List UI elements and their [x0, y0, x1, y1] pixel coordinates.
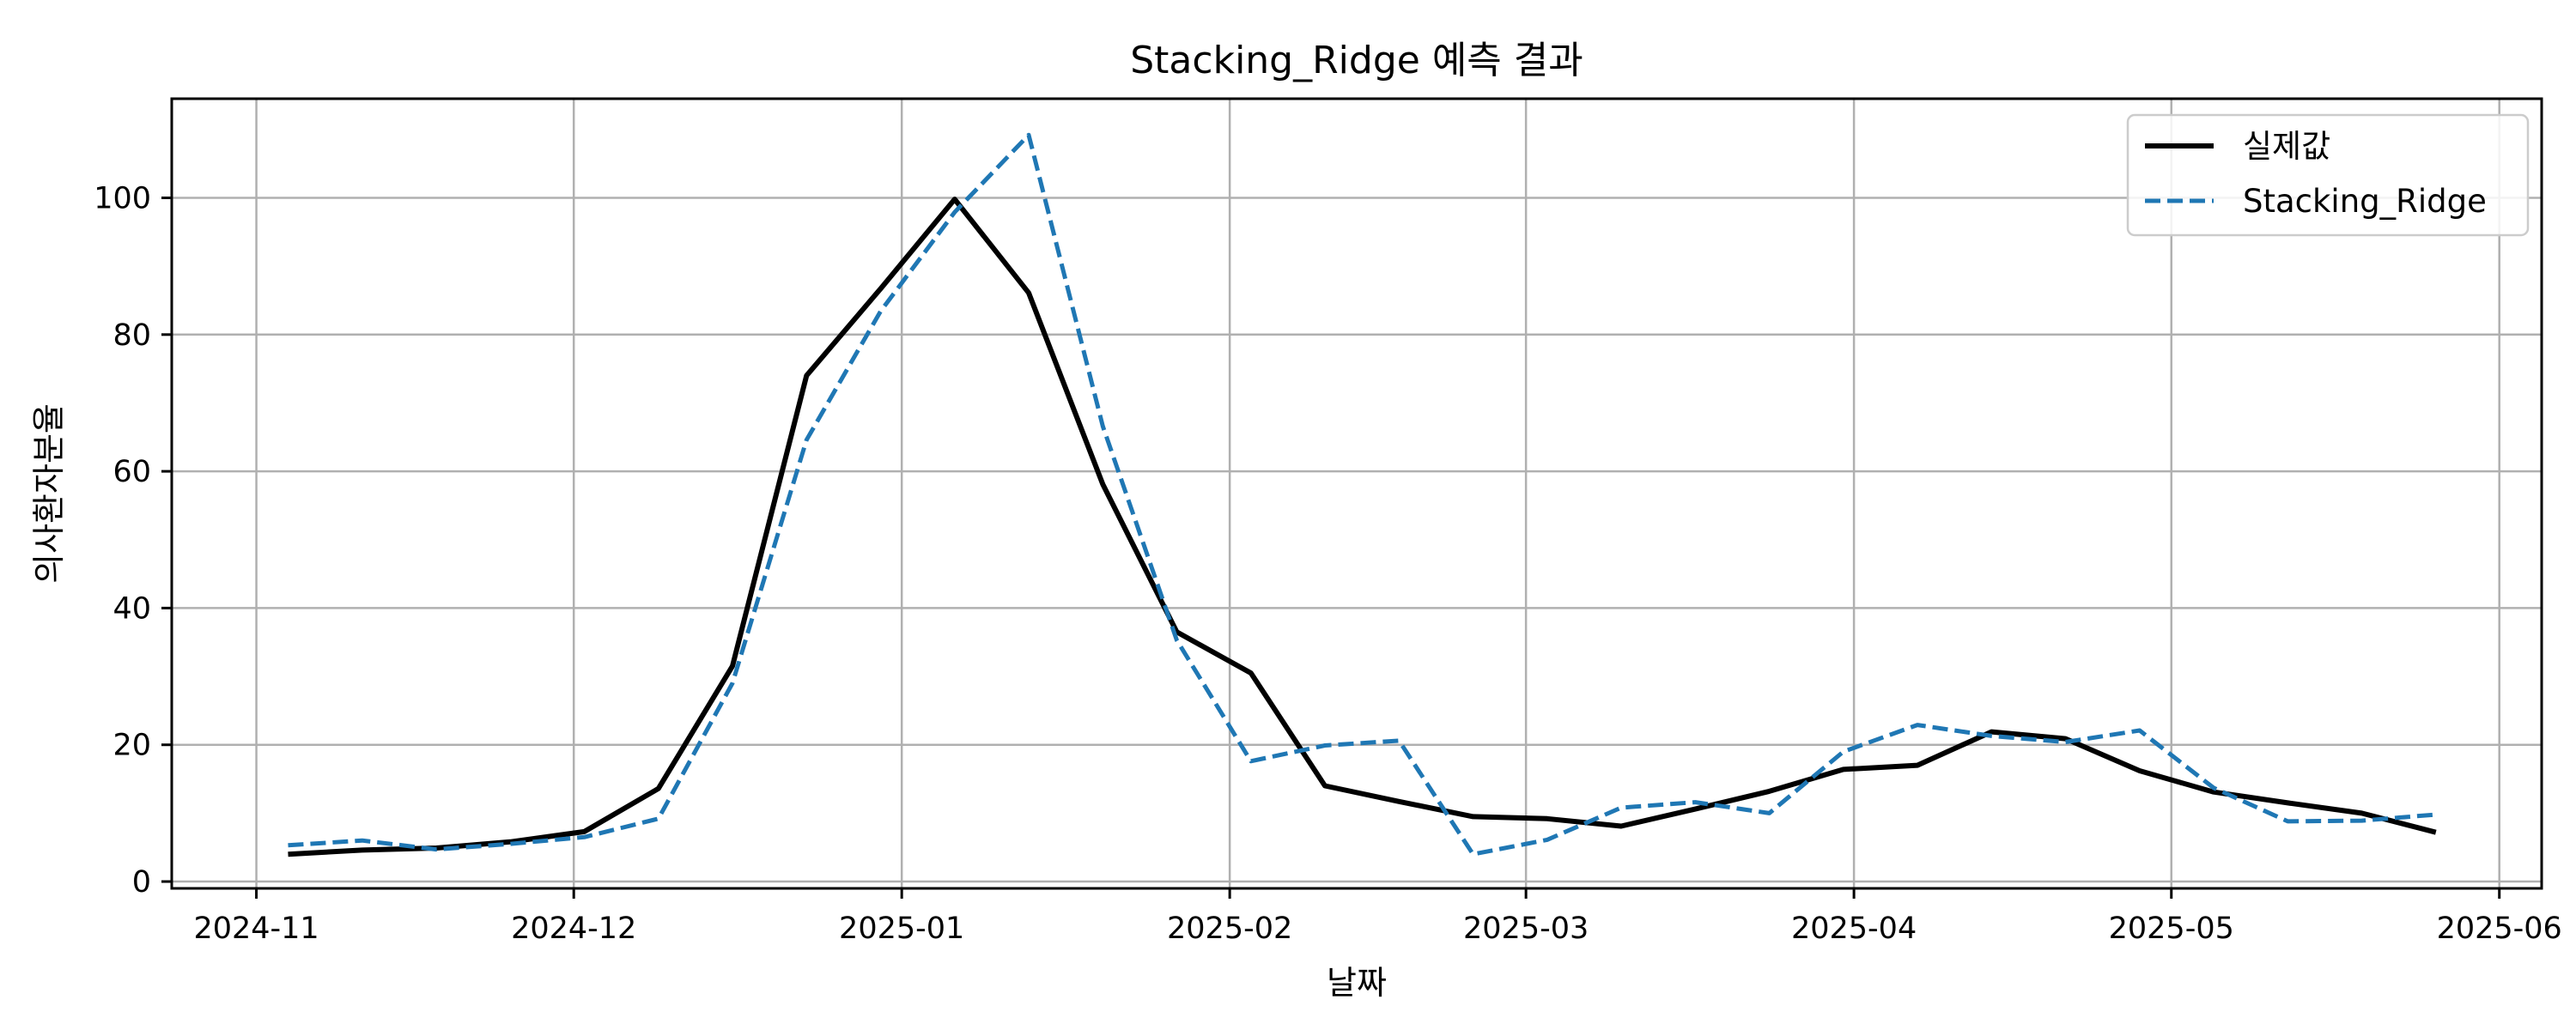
y-axis-label: 의사환자분율 [30, 403, 68, 584]
x-tick-label: 2025-03 [1463, 912, 1589, 946]
plot-frame [170, 97, 2543, 890]
x-tick-label: 2025-06 [2437, 912, 2562, 946]
y-tick-label: 0 [132, 865, 151, 900]
series-lines [288, 132, 2437, 857]
x-tick-label: 2025-05 [2109, 912, 2234, 946]
x-tick-label: 2024-11 [193, 912, 319, 946]
y-tick-label: 20 [112, 729, 151, 763]
legend: 실제값 Stacking_Ridge [2126, 113, 2530, 237]
x-tick-label: 2024-12 [511, 912, 636, 946]
legend-label-stacking-ridge: Stacking_Ridge [2243, 183, 2487, 220]
legend-box [2126, 113, 2530, 237]
series-line-stacking-ridge [288, 132, 2437, 857]
series-line-actual [288, 197, 2437, 857]
chart-title: Stacking_Ridge 예측 결과 [1130, 39, 1583, 82]
x-tick-label: 2025-02 [1167, 912, 1292, 946]
y-tick-label: 60 [112, 455, 151, 489]
legend-label-actual: 실제값 [2243, 128, 2330, 165]
x-axis-label: 날짜 [1327, 964, 1387, 1002]
x-tick-label: 2025-04 [1791, 912, 1917, 946]
y-tick-label: 40 [112, 591, 151, 626]
x-tick-label: 2025-01 [839, 912, 964, 946]
y-tick-label: 80 [112, 318, 151, 353]
axis-ticks: 2024-11 2024-12 2025-01 2025-02 2025-03 2025-… [94, 181, 2562, 946]
y-tick-label: 100 [94, 181, 151, 215]
